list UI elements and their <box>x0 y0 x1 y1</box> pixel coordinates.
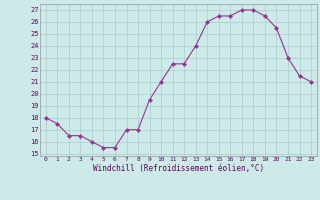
X-axis label: Windchill (Refroidissement éolien,°C): Windchill (Refroidissement éolien,°C) <box>93 164 264 173</box>
